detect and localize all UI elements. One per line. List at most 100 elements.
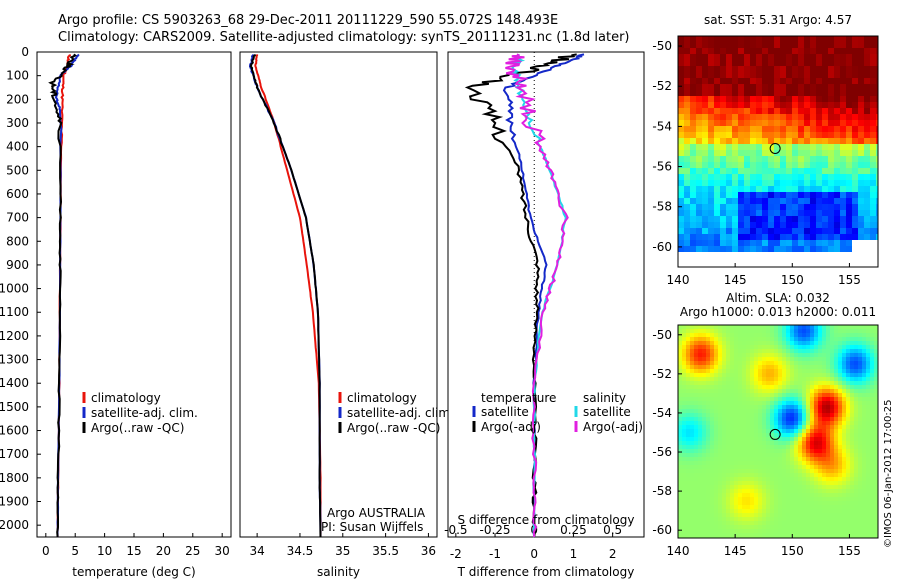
sla-map-cell [842,405,846,409]
sla-map-cell [738,437,742,441]
sla-map-cell [846,381,850,385]
sst-map-cell [798,234,804,240]
sla-map-cell [870,529,874,533]
difference-t-x-tick-label: -2 [450,547,462,561]
sla-map-cell [730,329,734,333]
sla-map-cell [738,517,742,521]
sla-map-cell [858,485,862,489]
sst-map-cell [840,54,846,60]
sla-map-cell [762,461,766,465]
sst-map-cell [726,48,732,54]
sla-map-cell [718,465,722,469]
sst-map-cell [834,60,840,66]
sla-map-cell [730,513,734,517]
sst-map-cell [714,150,720,156]
sla-map-cell [698,377,702,381]
sla-map-cell [810,393,814,397]
sla-map-cell [702,369,706,373]
sla-map-cell [770,361,774,365]
sla-map-cell [698,409,702,413]
sst-map-cell [870,48,876,54]
sla-map-cell [754,381,758,385]
sla-map-cell [810,517,814,521]
sla-map-cell [754,421,758,425]
sst-map-cell [870,210,876,216]
sla-map-cell [770,521,774,525]
sst-map-cell [804,42,810,48]
sla-map-cell [766,533,770,537]
sla-map-cell [790,529,794,533]
sst-map-cell [720,222,726,228]
sst-map-cell [852,120,858,126]
sla-map-cell [826,481,830,485]
sst-map-cell [870,78,876,84]
sla-map-cell [842,349,846,353]
sla-map-cell [866,521,870,525]
sst-map-cell [858,234,864,240]
sla-map-cell [774,325,778,329]
sst-map-cell [684,78,690,84]
sla-map-cell [746,485,750,489]
sla-map-cell [838,509,842,513]
sla-map-cell [702,357,706,361]
sla-map-cell [738,445,742,449]
sla-map-cell [790,405,794,409]
sst-map-cell [792,126,798,132]
sla-map-cell [874,393,878,397]
sla-map-cell [802,413,806,417]
sla-map-cell [710,493,714,497]
sst-map-cell [750,90,756,96]
sla-map-cell [686,425,690,429]
sla-map-cell [718,413,722,417]
sla-map-cell [858,441,862,445]
sst-map-cell [678,48,684,54]
sst-map-cell [684,240,690,246]
sla-map-cell [702,361,706,365]
sla-map-cell [854,373,858,377]
sst-map-cell [792,222,798,228]
sla-map-cell [814,445,818,449]
sst-map-cell [798,96,804,102]
sla-map-cell [870,325,874,329]
sla-map-cell [786,489,790,493]
sst-map-cell [684,234,690,240]
sst-map-cell [774,72,780,78]
sla-map-cell [722,533,726,537]
sst-map-cell [732,66,738,72]
sla-map-cell [846,509,850,513]
sla-map-cell [690,525,694,529]
sst-map-cell [708,204,714,210]
sst-map-cell [792,108,798,114]
sla-map-cell [866,441,870,445]
sst-map-cell [828,204,834,210]
sst-map-cell [810,36,816,42]
sla-map-cell [702,513,706,517]
sst-map-cell [762,114,768,120]
sst-map-cell [762,132,768,138]
sla-map-cell [870,509,874,513]
sla-map-cell [850,477,854,481]
sla-map-cell [810,513,814,517]
sla-map-cell [826,513,830,517]
sla-map-cell [790,489,794,493]
sla-map-cell [758,481,762,485]
sla-map-cell [834,433,838,437]
sst-map-cell [756,102,762,108]
sla-map-cell [770,417,774,421]
sla-map-cell [774,417,778,421]
sst-map-cell [780,78,786,84]
sst-map-cell [738,108,744,114]
sla-map-cell [754,477,758,481]
sla-map-cell [822,361,826,365]
sst-map-cell [750,180,756,186]
sst-map-cell [858,126,864,132]
sla-map-cell [838,373,842,377]
sla-map-cell [750,365,754,369]
sst-map-cell [696,138,702,144]
temperature-x-tick-label: 0 [42,544,50,558]
sla-map-cell [702,341,706,345]
sla-map-cell [814,525,818,529]
sla-map-cell [750,477,754,481]
sla-map-cell [858,505,862,509]
sla-map-cell [702,409,706,413]
